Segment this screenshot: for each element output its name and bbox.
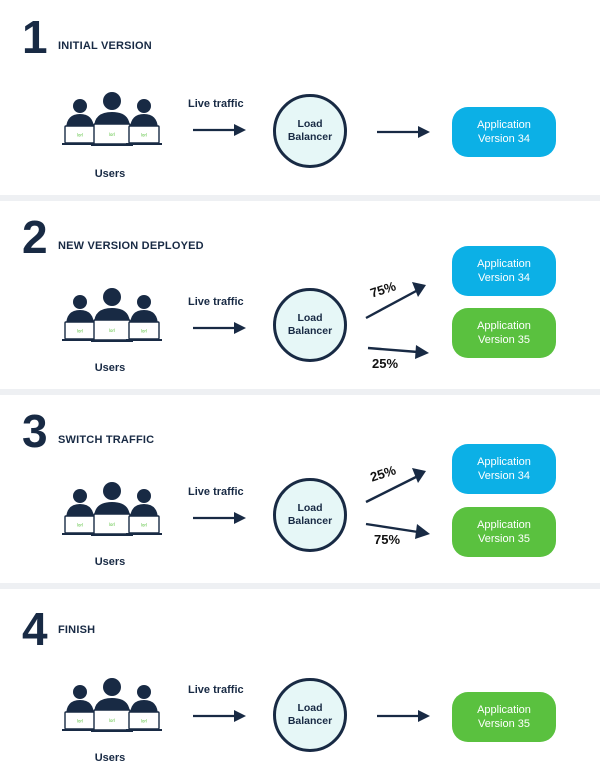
arrow-right-icon: [193, 322, 246, 334]
step-number: 1: [22, 11, 48, 63]
person-icon: lorl: [91, 92, 133, 146]
section-switch-traffic: 3 SWITCH TRAFFIC lorl lorl lorl Users Live…: [0, 394, 600, 588]
person-icon: lorl: [62, 99, 98, 145]
lb-label-line2: Balancer: [287, 131, 333, 143]
step-title: FINISH: [58, 624, 96, 636]
lb-label-line1: Load: [297, 702, 323, 714]
laptop-screen-text: lorl: [77, 329, 83, 334]
step-number: 2: [22, 211, 48, 263]
users-icon: lorl lorl lorl: [62, 288, 162, 342]
step-title: SWITCH TRAFFIC: [58, 434, 155, 446]
app-version-box: Application Version 35: [452, 692, 556, 742]
live-traffic-label: Live traffic: [188, 684, 244, 696]
lb-label-line1: Load: [297, 312, 323, 324]
lb-label-line2: Balancer: [287, 715, 333, 727]
users-label: Users: [94, 362, 126, 374]
live-traffic-label: Live traffic: [188, 98, 244, 110]
split-arrows-icon: [365, 468, 430, 539]
app-version-box: Application Version 34: [452, 246, 556, 296]
person-icon: lorl: [126, 685, 162, 731]
laptop-screen-text: lorl: [109, 132, 115, 137]
step-number: 3: [22, 405, 48, 457]
app-label-line2: Version 35: [478, 718, 530, 730]
split-arrows-icon: [365, 282, 429, 359]
person-icon: lorl: [126, 489, 162, 535]
person-icon: lorl: [62, 295, 98, 341]
lb-label-line2: Balancer: [287, 515, 333, 527]
section-divider: [0, 583, 600, 589]
load-balancer-node: Load Balancer: [273, 678, 347, 752]
step-title: NEW VERSION DEPLOYED: [58, 240, 204, 252]
load-balancer-node: Load Balancer: [273, 288, 347, 362]
app-label-line1: Application: [477, 258, 531, 270]
load-balancer-node: Load Balancer: [273, 478, 347, 552]
app-label-line2: Version 35: [478, 533, 530, 545]
person-icon: lorl: [62, 489, 98, 535]
section-initial-version: 1 INITIAL VERSION lorl lorl lorl Users Liv…: [0, 0, 600, 194]
step-number: 4: [22, 603, 48, 655]
app-label-line1: Application: [477, 704, 531, 716]
laptop-screen-text: lorl: [141, 523, 147, 528]
arrow-right-icon: [193, 512, 246, 524]
app-label-line2: Version 34: [478, 272, 530, 284]
laptop-screen-text: lorl: [77, 523, 83, 528]
section-new-version-deployed: 2 NEW VERSION DEPLOYED lorl lorl lorl User…: [0, 200, 600, 394]
arrow-right-icon: [193, 710, 246, 722]
app-label-line1: Application: [477, 519, 531, 531]
live-traffic-label: Live traffic: [188, 486, 244, 498]
step-title: INITIAL VERSION: [58, 40, 152, 52]
live-traffic-label: Live traffic: [188, 296, 244, 308]
lb-label-line1: Load: [297, 502, 323, 514]
app-label-line2: Version 35: [478, 334, 530, 346]
users-label: Users: [94, 168, 126, 180]
users-icon: lorl lorl lorl: [62, 92, 162, 146]
arrow-right-icon: [377, 126, 430, 138]
split-bottom-percent: 25%: [372, 356, 399, 371]
laptop-screen-text: lorl: [77, 719, 83, 724]
laptop-screen-text: lorl: [141, 133, 147, 138]
app-label-line2: Version 34: [478, 133, 530, 145]
section-divider: [0, 389, 600, 395]
person-icon: lorl: [126, 295, 162, 341]
app-label-line2: Version 34: [478, 470, 530, 482]
person-icon: lorl: [91, 482, 133, 536]
app-label-line1: Application: [477, 320, 531, 332]
person-icon: lorl: [126, 99, 162, 145]
person-icon: lorl: [91, 288, 133, 342]
laptop-screen-text: lorl: [77, 133, 83, 138]
laptop-screen-text: lorl: [109, 328, 115, 333]
app-version-box: Application Version 34: [452, 444, 556, 494]
users-label: Users: [94, 752, 126, 764]
laptop-screen-text: lorl: [109, 522, 115, 527]
users-label: Users: [94, 556, 126, 568]
person-icon: lorl: [91, 678, 133, 732]
lb-label-line1: Load: [297, 118, 323, 130]
laptop-screen-text: lorl: [141, 719, 147, 724]
section-divider: [0, 195, 600, 201]
arrow-right-icon: [193, 124, 246, 136]
split-bottom-percent: 75%: [374, 532, 401, 547]
app-label-line1: Application: [477, 119, 531, 131]
arrow-right-icon: [377, 710, 430, 722]
app-label-line1: Application: [477, 456, 531, 468]
load-balancer-node: Load Balancer: [273, 94, 347, 168]
app-version-box: Application Version 34: [452, 107, 556, 157]
users-icon: lorl lorl lorl: [62, 678, 162, 732]
app-version-box: Application Version 35: [452, 507, 556, 557]
app-version-box: Application Version 35: [452, 308, 556, 358]
laptop-screen-text: lorl: [141, 329, 147, 334]
section-finish: 4 FINISH lorl lorl lorl Users Live traffic…: [0, 588, 600, 776]
person-icon: lorl: [62, 685, 98, 731]
users-icon: lorl lorl lorl: [62, 482, 162, 536]
lb-label-line2: Balancer: [287, 325, 333, 337]
laptop-screen-text: lorl: [109, 718, 115, 723]
